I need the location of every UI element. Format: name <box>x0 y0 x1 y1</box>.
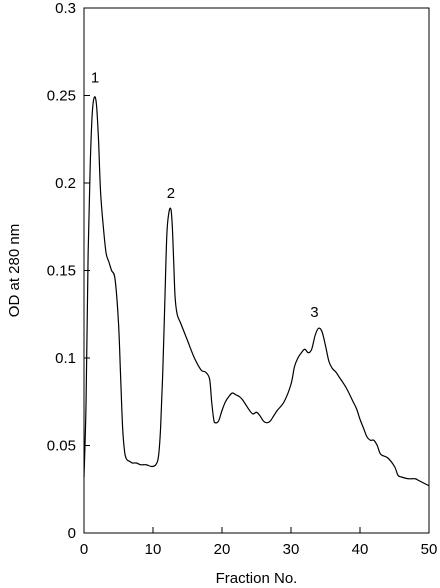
plot-area-frame <box>83 7 430 534</box>
x-tick-label: 20 <box>214 541 231 558</box>
peak-label-1: 1 <box>91 70 99 87</box>
y-tick-label: 0.2 <box>55 175 76 192</box>
x-axis-label: Fraction No. <box>216 570 298 587</box>
y-tick-label: 0.15 <box>47 263 76 280</box>
y-tick-label: 0 <box>68 525 76 542</box>
x-axis-ticks: 0 10 20 30 40 50 <box>80 527 438 558</box>
y-tick-label: 0.3 <box>55 0 76 17</box>
x-tick-label: 30 <box>283 541 300 558</box>
peak-label-3: 3 <box>310 304 318 321</box>
x-tick-label: 40 <box>352 541 369 558</box>
peak-annotations: 1 2 3 <box>91 70 319 322</box>
y-tick-label: 0.1 <box>55 350 76 367</box>
y-axis-label: OD at 280 nm <box>6 224 23 317</box>
series-line-od280 <box>83 96 430 487</box>
x-tick-label: 10 <box>145 541 162 558</box>
y-tick-label: 0.25 <box>47 88 76 105</box>
y-tick-label: 0.05 <box>47 438 76 455</box>
x-tick-label: 0 <box>80 541 88 558</box>
x-tick-label: 50 <box>421 541 438 558</box>
peak-label-2: 2 <box>167 185 175 202</box>
y-axis-ticks: 0 0.05 0.1 0.15 0.2 0.25 0.3 <box>47 0 90 542</box>
